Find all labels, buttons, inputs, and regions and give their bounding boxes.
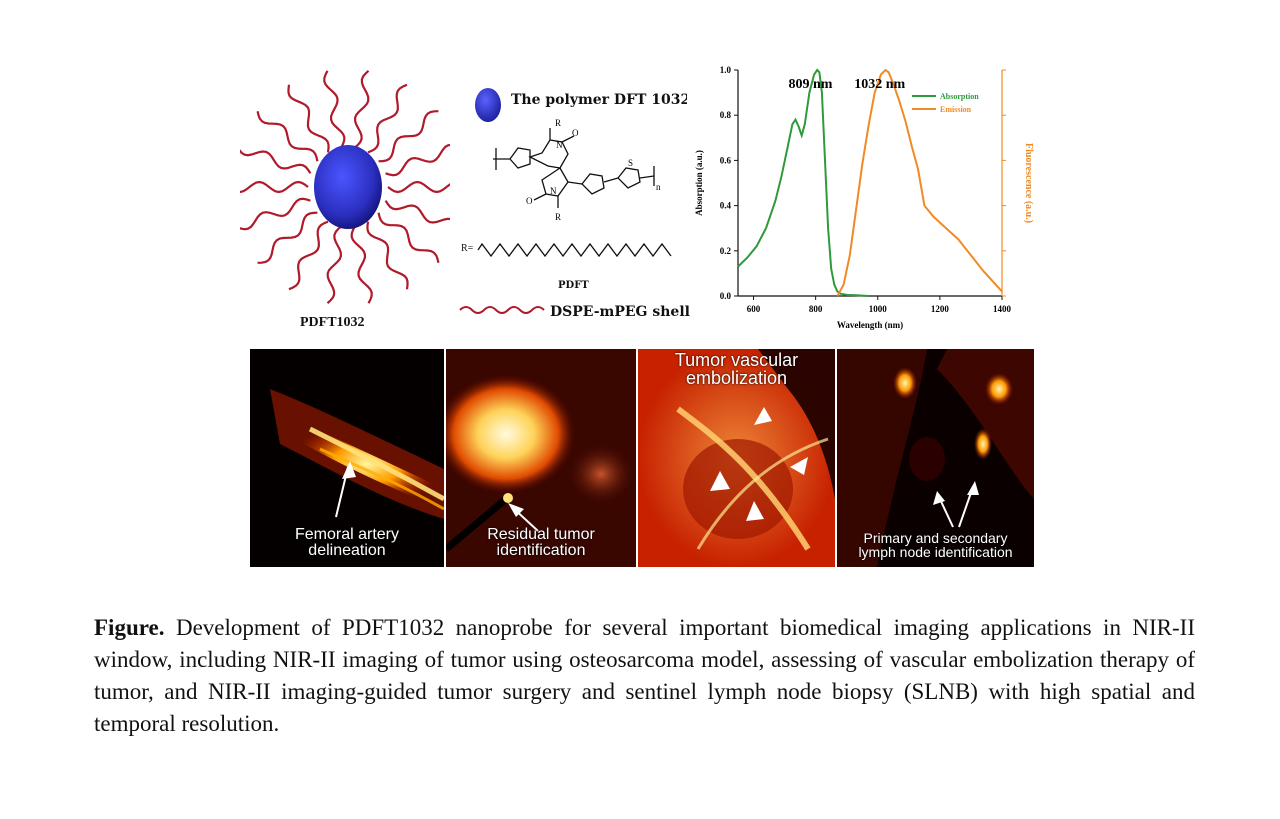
- image-femoral-artery: Femoral artery delineation: [250, 349, 444, 567]
- peg-chain: [387, 180, 450, 194]
- atom-r-bottom: R: [555, 212, 561, 222]
- alkyl-r-label: R=: [461, 243, 474, 254]
- structure-label: PDFT: [558, 280, 589, 291]
- caption-femoral-line1: Femoral artery: [294, 526, 400, 543]
- image-tumor-embolization: Tumor vascular embolization: [638, 349, 835, 567]
- repeat-n: n: [656, 182, 661, 192]
- peg-chain: [350, 225, 373, 304]
- caption-embolization-line2: embolization: [685, 368, 788, 388]
- y-tick-label: 0.4: [720, 201, 732, 211]
- peg-chain: [367, 83, 408, 154]
- peg-chain: [287, 84, 330, 153]
- shell-legend-label: DSPE-mPEG shell: [550, 304, 690, 320]
- nanoparticle-core: [314, 145, 382, 229]
- caption-femoral-line2: delineation: [308, 542, 386, 559]
- peg-chain: [378, 110, 439, 163]
- peg-chain: [240, 197, 311, 231]
- y-tick-label: 0.8: [720, 110, 732, 120]
- peg-chain: [256, 110, 319, 162]
- series-line-absorption: [737, 68, 869, 297]
- peg-chain: [323, 70, 346, 149]
- caption-text: Development of PDFT1032 nanoprobe for se…: [94, 615, 1196, 736]
- x-axis-label: Wavelength (nm): [837, 320, 903, 330]
- y-tick-label: 0.0: [720, 291, 732, 301]
- chemical-structure: R N O O N R S n: [459, 88, 672, 314]
- peg-chain: [366, 221, 409, 290]
- image-lymph-node: Primary and secondary lymph node identif…: [837, 349, 1034, 567]
- figure-caption: Figure. Development of PDFT1032 nanoprob…: [94, 612, 1195, 740]
- atom-o-bottom: O: [526, 196, 533, 206]
- caption-residual-line1: Residual tumor: [487, 526, 595, 543]
- x-tick-label: 800: [809, 304, 823, 314]
- x-tick-label: 1400: [993, 304, 1012, 314]
- nanoparticle-label: PDFT1032: [300, 315, 365, 330]
- atom-s: S: [628, 158, 633, 168]
- caption-residual-line2: identification: [496, 542, 586, 559]
- peg-chain: [385, 143, 450, 177]
- y-tick-label: 0.6: [720, 155, 732, 165]
- y-axis-label: Absorption (a.u.): [694, 150, 704, 216]
- peg-chain: [377, 212, 440, 264]
- peg-chain: [240, 149, 312, 174]
- polymer-legend-label: The polymer DFT 1032 co: [511, 92, 687, 108]
- peak-annotation: 1032 nm: [854, 77, 905, 92]
- x-tick-label: 600: [747, 304, 761, 314]
- nanoparticle-illustration: [240, 69, 450, 305]
- caption-lymph-line2: lymph node identification: [858, 544, 1013, 560]
- structure-skeleton: [459, 128, 672, 314]
- spectra-chart: 600 800 1000 1200 1400 0.0 0.2 0.4 0.6 0.8 1.0 Wave…: [694, 65, 1034, 330]
- atom-n-bottom: N: [550, 186, 557, 196]
- peg-chain: [353, 69, 370, 149]
- y-tick-label: 0.2: [720, 246, 732, 256]
- peg-chain: [384, 200, 450, 224]
- legend-label: Emission: [940, 105, 972, 114]
- caption-lead: Figure.: [94, 615, 165, 640]
- peak-annotation: 809 nm: [788, 77, 832, 92]
- peg-chain: [240, 180, 309, 194]
- caption-lymph-line1: Primary and secondary: [863, 530, 1008, 546]
- atom-o-top: O: [572, 128, 579, 138]
- peg-chain: [288, 220, 329, 291]
- polymer-legend-sphere: [475, 88, 501, 122]
- atom-n-top: N: [556, 140, 563, 150]
- caption-embolization-line1: Tumor vascular: [674, 350, 799, 370]
- peg-chain: [326, 225, 343, 305]
- y2-axis-label: Fluorescence (a.u.): [1023, 143, 1034, 223]
- y-tick-label: 1.0: [720, 65, 732, 75]
- legend-label: Absorption: [940, 92, 979, 101]
- x-tick-label: 1000: [869, 304, 888, 314]
- peg-chain: [257, 211, 318, 264]
- image-residual-tumor: Residual tumor identification: [446, 349, 636, 567]
- series-line-emission: [836, 68, 1003, 297]
- peg-chains: [240, 69, 450, 305]
- x-tick-label: 1200: [931, 304, 950, 314]
- atom-r-top: R: [555, 118, 561, 128]
